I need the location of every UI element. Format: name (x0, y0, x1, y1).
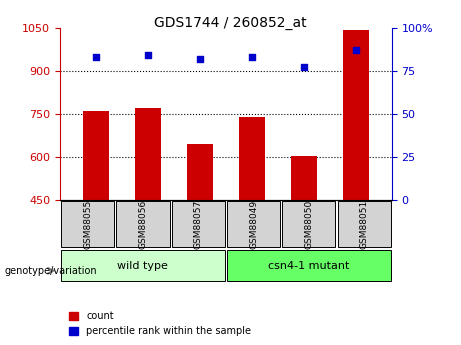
Bar (187, 144, 213, 200)
FancyBboxPatch shape (171, 201, 225, 247)
Point (196, 56, 204, 61)
Text: GSM88050: GSM88050 (304, 200, 313, 249)
Text: csn4-1 mutant: csn4-1 mutant (268, 261, 349, 270)
FancyBboxPatch shape (282, 201, 336, 247)
Bar (343, 30, 368, 200)
Text: GSM88051: GSM88051 (360, 200, 369, 249)
Point (248, 54, 255, 60)
FancyBboxPatch shape (337, 201, 391, 247)
FancyBboxPatch shape (61, 250, 225, 281)
Legend: count, percentile rank within the sample: count, percentile rank within the sample (65, 307, 255, 340)
Bar (83, 111, 109, 200)
Point (93, 54, 100, 60)
Text: GSM88049: GSM88049 (249, 200, 258, 249)
FancyBboxPatch shape (116, 201, 170, 247)
Text: genotype/variation: genotype/variation (5, 266, 97, 276)
Bar (291, 156, 317, 200)
Text: GSM88055: GSM88055 (83, 200, 92, 249)
Bar (239, 117, 265, 200)
Point (352, 47, 359, 53)
FancyBboxPatch shape (227, 201, 280, 247)
Text: GDS1744 / 260852_at: GDS1744 / 260852_at (154, 16, 307, 30)
Bar (135, 108, 161, 200)
FancyBboxPatch shape (61, 201, 114, 247)
Text: wild type: wild type (118, 261, 168, 270)
Point (300, 65, 307, 70)
FancyBboxPatch shape (227, 250, 391, 281)
Text: GSM88057: GSM88057 (194, 200, 203, 249)
Point (144, 52, 152, 58)
Text: GSM88056: GSM88056 (138, 200, 148, 249)
